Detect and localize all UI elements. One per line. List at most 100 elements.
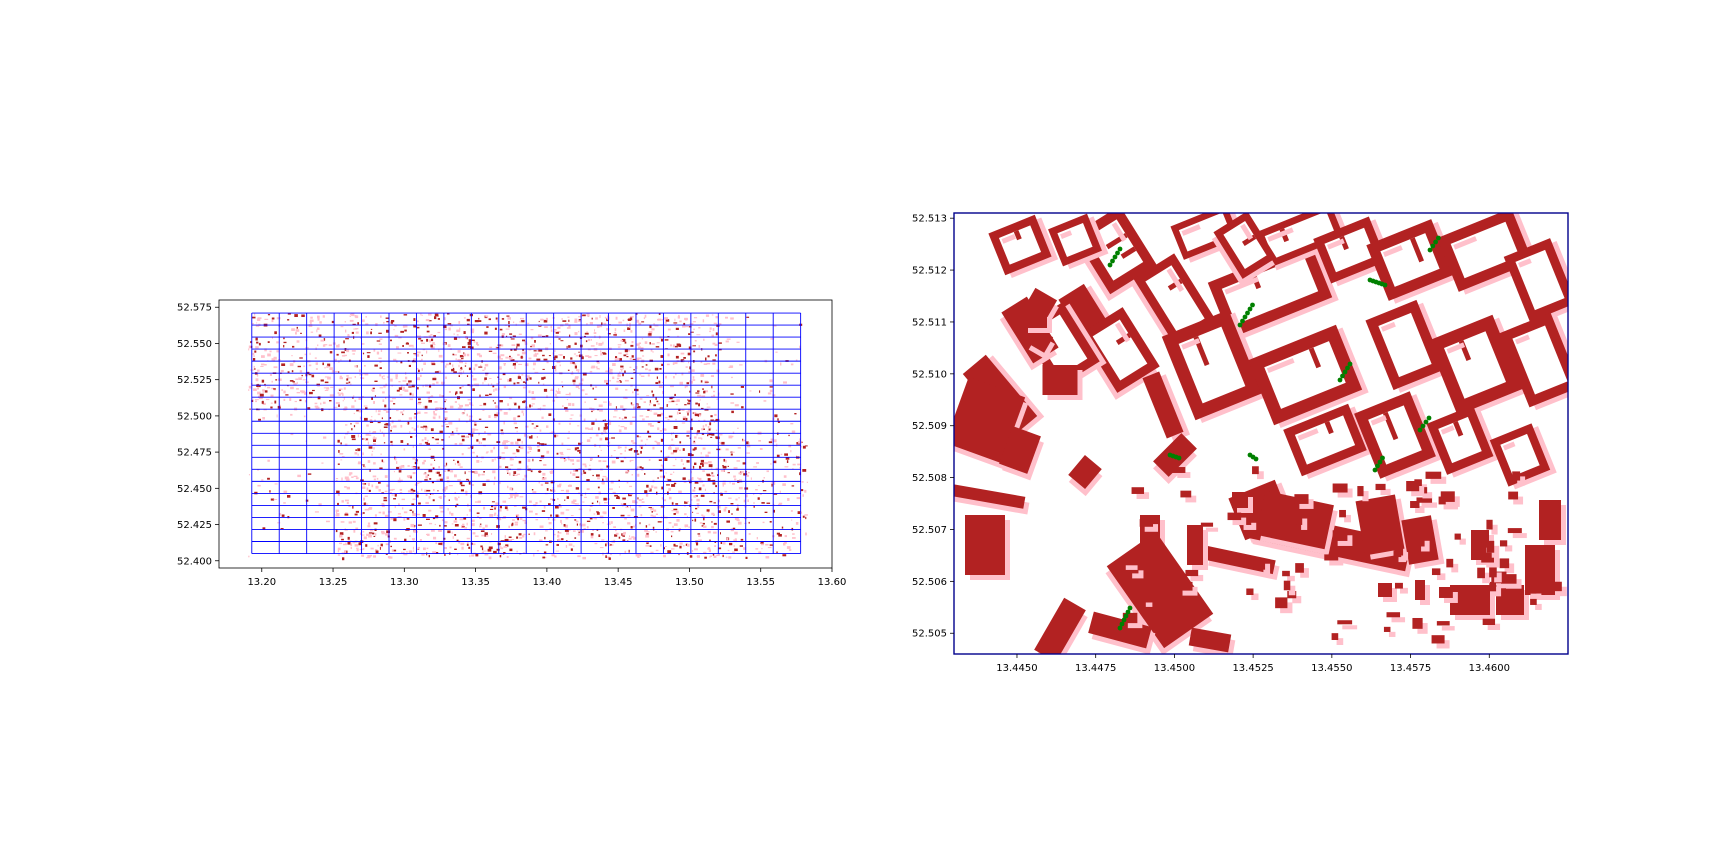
building [1337, 620, 1353, 625]
building-speck [711, 395, 713, 398]
x-tick-label: 13.4550 [1311, 663, 1352, 674]
building-block [1170, 213, 1247, 263]
building-speck [447, 323, 452, 325]
building-speck [258, 418, 261, 421]
building-speck [692, 321, 696, 323]
building-shadow [1337, 488, 1353, 498]
building-speck [280, 404, 281, 407]
building-speck [606, 465, 610, 468]
building-speck [383, 434, 385, 437]
building-speck [567, 316, 570, 318]
building-speck [397, 513, 401, 515]
building-speck [666, 478, 669, 481]
building-speck [281, 514, 285, 517]
building-speck [700, 459, 704, 463]
building-speck [550, 325, 552, 329]
building-speck [636, 388, 639, 392]
building-speck [641, 467, 644, 469]
building-speck [604, 419, 606, 422]
building [1440, 491, 1455, 502]
building-speck [570, 357, 573, 360]
building-speck [635, 313, 638, 315]
building-speck [406, 422, 408, 424]
building-speck [602, 475, 607, 478]
building-speck [292, 345, 295, 348]
courtyard-shadow [1382, 245, 1403, 258]
building-speck [773, 325, 777, 327]
building-speck [468, 546, 471, 549]
building-speck [632, 442, 636, 444]
y-tick-label: 52.513 [912, 214, 947, 225]
building-speck [530, 329, 534, 331]
building-speck [725, 556, 728, 558]
building-speck [576, 369, 580, 372]
building-speck [717, 505, 721, 509]
building-speck [508, 379, 512, 382]
building-speck [416, 351, 421, 354]
building [1446, 558, 1454, 568]
building-speck [376, 477, 379, 480]
building-speck [467, 399, 472, 401]
building-speck [677, 335, 679, 337]
building-speck [348, 377, 352, 379]
building-speck [372, 532, 375, 535]
building-speck [413, 530, 418, 533]
building-speck [519, 321, 522, 323]
building-speck [589, 508, 591, 512]
building-speck [636, 435, 639, 438]
building-speck [676, 399, 680, 402]
building-speck [596, 324, 600, 328]
building-speck [420, 426, 424, 428]
building-speck [647, 430, 650, 433]
building-speck [622, 367, 624, 370]
building-speck [579, 452, 581, 454]
building-speck [457, 479, 461, 482]
building-speck [513, 321, 515, 324]
building-speck [707, 434, 709, 437]
building-speck [456, 429, 458, 432]
building-speck [461, 435, 465, 438]
building-speck [732, 482, 735, 485]
building-speck [658, 385, 663, 388]
building-shadow [1388, 631, 1396, 637]
building-speck [652, 526, 655, 529]
building-speck [452, 536, 454, 539]
building-speck [328, 344, 332, 347]
building-speck [394, 494, 397, 497]
building-speck [611, 437, 615, 439]
building-speck [424, 479, 428, 481]
x-tick-label: 13.4575 [1390, 663, 1431, 674]
building-speck [539, 429, 542, 432]
building-speck [426, 547, 429, 550]
building-wing [1410, 237, 1424, 263]
building-block [1283, 403, 1374, 480]
building-shadow [1288, 585, 1296, 596]
building [1034, 597, 1086, 654]
building-speck [402, 507, 404, 510]
building-speck [636, 319, 640, 323]
building-speck [713, 394, 716, 398]
building-speck [391, 384, 393, 387]
building-speck [670, 452, 674, 455]
building-speck [358, 369, 361, 373]
tree [1110, 258, 1115, 264]
building-speck [459, 361, 463, 364]
building-speck [476, 512, 480, 514]
building-speck [625, 470, 629, 473]
building [1375, 483, 1386, 491]
building-speck [792, 463, 796, 466]
building-speck [544, 443, 547, 446]
building-speck [541, 377, 545, 380]
building-speck [292, 381, 295, 383]
building-speck [632, 391, 634, 394]
building-block [1440, 491, 1460, 507]
building-speck [351, 476, 354, 478]
building-speck [674, 318, 676, 322]
building-speck [745, 494, 748, 498]
y-tick-label: 52.525 [177, 375, 212, 386]
building-speck [344, 436, 346, 439]
building-speck [608, 521, 610, 525]
building-speck [476, 460, 480, 463]
building-speck [671, 535, 673, 538]
building-speck [457, 463, 461, 466]
